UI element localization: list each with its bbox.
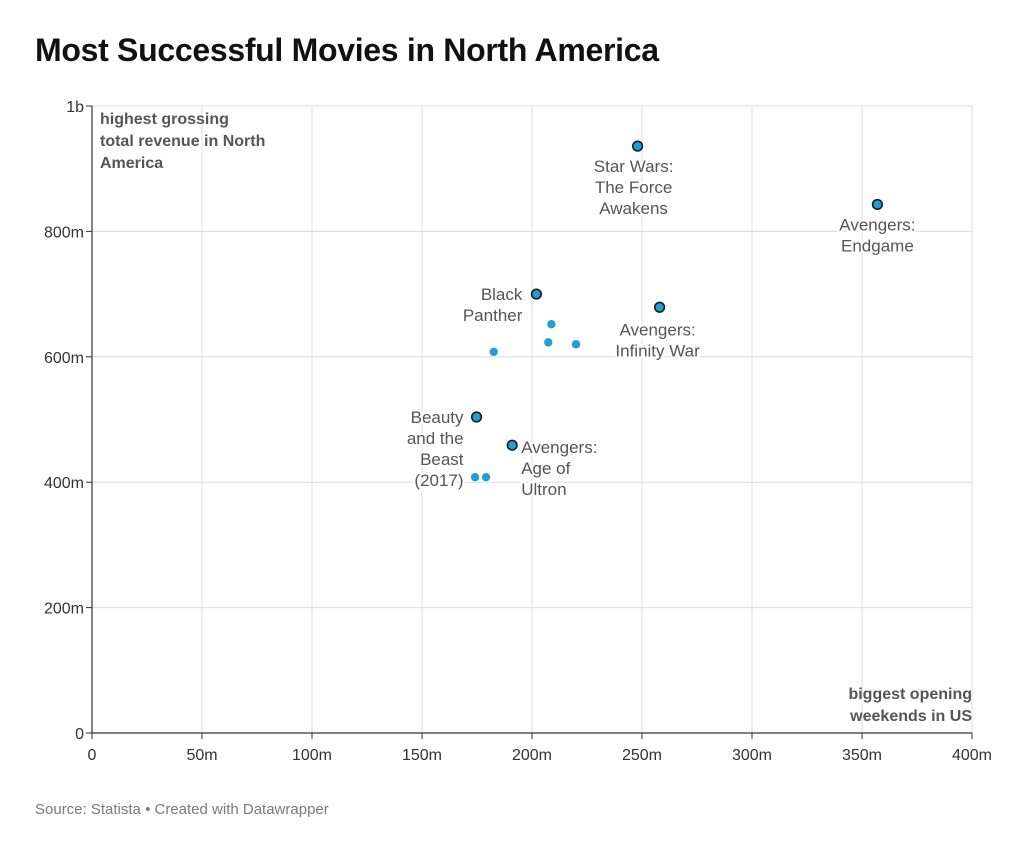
credit-prefix: Created with [154,801,243,818]
highlighted-data-point [530,288,543,300]
x-tick-label: 150m [402,747,442,764]
point-label: Panther [463,306,523,325]
point-label: Avengers: [521,438,597,457]
point-label: Age of [521,459,570,478]
data-point [481,472,491,482]
chart-title: Most Successful Movies in North America [35,32,659,68]
y-tick-label: 0 [75,726,84,743]
highlighted-data-point [506,439,518,451]
x-tick-label: 200m [512,747,552,764]
source-prefix: Source: [35,801,91,818]
x-tick-label: 0 [88,747,97,764]
x-tick-label: 250m [622,747,662,764]
x-tick-label: 400m [952,747,992,764]
y-tick-label: 600m [44,350,84,367]
highlighted-data-point [653,301,666,313]
y-axis-title: America [100,155,163,172]
x-tick-label: 300m [732,747,772,764]
data-point [544,338,553,347]
point-label: Avengers: [839,215,915,234]
point-label: The Force [595,178,672,197]
point-label: Black [481,285,523,304]
data-point [547,319,556,329]
x-tick-label: 50m [186,747,217,764]
point-label: (2017) [414,471,463,490]
point-label: and the [407,429,464,448]
credit-name[interactable]: Datawrapper [242,801,329,818]
footer-separator: • [140,801,155,818]
point-label: Beast [420,450,464,469]
x-tick-label: 100m [292,747,332,764]
point-label: Endgame [841,236,914,255]
data-point [470,472,480,482]
y-tick-label: 200m [44,601,84,618]
point-label: Awakens [599,199,668,218]
point-label: Infinity War [615,341,700,360]
highlighted-data-point [871,198,884,211]
x-tick-label: 350m [842,747,882,764]
point-label: Ultron [521,480,566,499]
y-axis-title: total revenue in North [100,133,265,150]
data-point [571,340,581,349]
point-label: Avengers: [619,320,695,339]
point-label: Star Wars: [594,157,674,176]
y-tick-label: 1b [66,99,84,116]
source-name[interactable]: Statista [90,801,141,818]
highlighted-data-point [470,411,483,423]
data-point [489,347,498,356]
y-axis-title: highest grossing [100,111,229,128]
highlighted-data-point [631,140,644,152]
y-tick-label: 800m [44,224,84,241]
point-label: Beauty [411,408,464,427]
footer: Source: Statista • Created with Datawrap… [35,801,329,818]
x-axis-title: biggest opening [848,686,972,703]
y-tick-label: 400m [44,475,84,492]
x-axis-title: weekends in US [849,708,972,725]
